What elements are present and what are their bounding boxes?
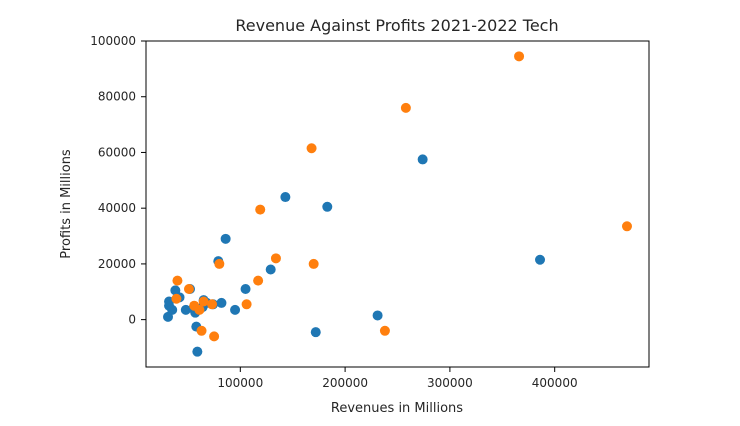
scatter-point bbox=[621, 221, 632, 232]
y-axis-label: Profits in Millions bbox=[59, 149, 74, 259]
scatter-point bbox=[183, 283, 194, 294]
y-tick-label: 80000 bbox=[98, 90, 136, 104]
scatter-point bbox=[207, 299, 218, 310]
scatter-point bbox=[417, 154, 428, 165]
scatter-point bbox=[172, 275, 183, 286]
scatter-point bbox=[379, 325, 390, 336]
x-axis-label: Revenues in Millions bbox=[331, 401, 463, 416]
y-tick-label: 20000 bbox=[98, 257, 136, 271]
scatter-points bbox=[163, 51, 632, 357]
x-tick-label: 300000 bbox=[427, 376, 473, 390]
scatter-point bbox=[270, 253, 281, 264]
scatter-point bbox=[171, 293, 182, 304]
y-tick-label: 100000 bbox=[90, 34, 136, 48]
scatter-point bbox=[310, 327, 321, 338]
axis-ticks: 100000 200000 300000 400000 0 20000 40000 60000… bbox=[90, 34, 577, 390]
chart-title: Revenue Against Profits 2021-2022 Tech bbox=[235, 16, 558, 35]
y-tick-label: 60000 bbox=[98, 145, 136, 159]
scatter-point bbox=[535, 254, 546, 265]
scatter-point bbox=[198, 296, 209, 307]
scatter-point bbox=[196, 325, 207, 336]
scatter-point bbox=[241, 299, 252, 310]
scatter-point bbox=[209, 331, 220, 342]
scatter-point bbox=[514, 51, 525, 62]
scatter-point bbox=[322, 201, 333, 212]
x-tick-label: 200000 bbox=[322, 376, 368, 390]
scatter-point bbox=[372, 310, 383, 321]
scatter-point bbox=[280, 192, 291, 203]
scatter-point bbox=[220, 233, 231, 244]
scatter-point bbox=[167, 304, 178, 315]
scatter-point bbox=[306, 143, 317, 154]
x-tick-label: 100000 bbox=[217, 376, 263, 390]
scatter-point bbox=[308, 258, 319, 269]
scatter-point bbox=[230, 304, 241, 315]
scatter-point bbox=[255, 204, 266, 215]
y-tick-label: 0 bbox=[128, 313, 136, 327]
scatter-point bbox=[214, 258, 225, 269]
x-tick-label: 400000 bbox=[532, 376, 578, 390]
scatter-point bbox=[194, 304, 205, 315]
y-tick-label: 40000 bbox=[98, 201, 136, 215]
scatter-point bbox=[253, 275, 264, 286]
scatter-point bbox=[265, 264, 276, 275]
scatter-point bbox=[192, 346, 203, 357]
scatter-point bbox=[400, 102, 411, 113]
scatter-point bbox=[240, 283, 251, 294]
scatter-point bbox=[216, 297, 227, 308]
plot-area-frame bbox=[145, 40, 650, 368]
